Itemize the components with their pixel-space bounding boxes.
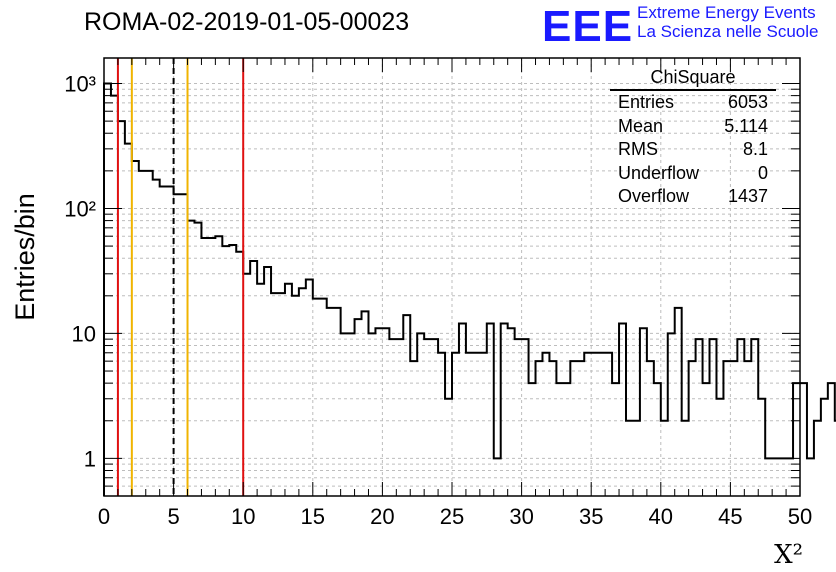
logo-subtitle-line1: Extreme Energy Events — [637, 3, 816, 22]
x-tick-label: 40 — [649, 504, 673, 529]
stats-row-underflow: Underflow 0 — [610, 162, 776, 186]
stats-row-mean: Mean 5.114 — [610, 115, 776, 139]
stats-row-rms: RMS 8.1 — [610, 138, 776, 162]
axis-ticks — [103, 58, 801, 497]
x-tick-label: 25 — [440, 504, 464, 529]
stats-box-title: ChiSquare — [610, 66, 776, 91]
stats-value: 8.1 — [742, 139, 768, 159]
x-tick-label: 5 — [167, 504, 179, 529]
y-tick-label: 10 — [72, 321, 96, 346]
x-tick-label: 15 — [301, 504, 325, 529]
x-tick-label: 30 — [509, 504, 533, 529]
stats-value: 1437 — [727, 186, 768, 206]
x-tick-label: 50 — [788, 504, 812, 529]
logo-subtitle-line2: La Scienza nelle Scuole — [637, 22, 819, 41]
stats-box: ChiSquare Entries 6053 Mean 5.114 RMS 8.… — [610, 66, 776, 209]
stats-label: Underflow — [618, 162, 700, 183]
stats-value: 0 — [757, 162, 768, 183]
eee-logo: EEE — [542, 2, 634, 51]
stats-label: Mean — [618, 115, 664, 136]
x-tick-label: 0 — [98, 504, 110, 529]
y-tick-label: 10² — [64, 196, 96, 221]
x-tick-label: 45 — [718, 504, 742, 529]
x-tick-label: 10 — [231, 504, 255, 529]
tick-labels: 0 5 10 15 20 25 30 35 40 45 50 1 10 10² 10³ — [64, 72, 812, 529]
y-tick-label: 1 — [84, 446, 96, 471]
vertical-marker-lines — [116, 58, 245, 496]
y-axis-label: Entries/bin — [10, 193, 40, 321]
chart-title: ROMA-02-2019-01-05-00023 — [84, 8, 410, 36]
y-tick-label: 10³ — [64, 72, 96, 97]
x-axis-label: X² — [774, 540, 803, 570]
stats-row-entries: Entries 6053 — [610, 91, 776, 115]
stats-label: Overflow — [618, 186, 690, 206]
x-tick-label: 35 — [579, 504, 603, 529]
stats-label: RMS — [618, 139, 658, 159]
histogram-series — [103, 82, 836, 496]
stats-label: Entries — [618, 92, 675, 112]
stats-value: 5.114 — [724, 115, 768, 136]
histogram-line — [103, 82, 836, 496]
x-tick-label: 20 — [370, 504, 394, 529]
stats-row-overflow: Overflow 1437 — [610, 185, 776, 209]
stats-value: 6053 — [727, 92, 768, 112]
axis-labels: Entries/bin X² — [10, 193, 803, 570]
